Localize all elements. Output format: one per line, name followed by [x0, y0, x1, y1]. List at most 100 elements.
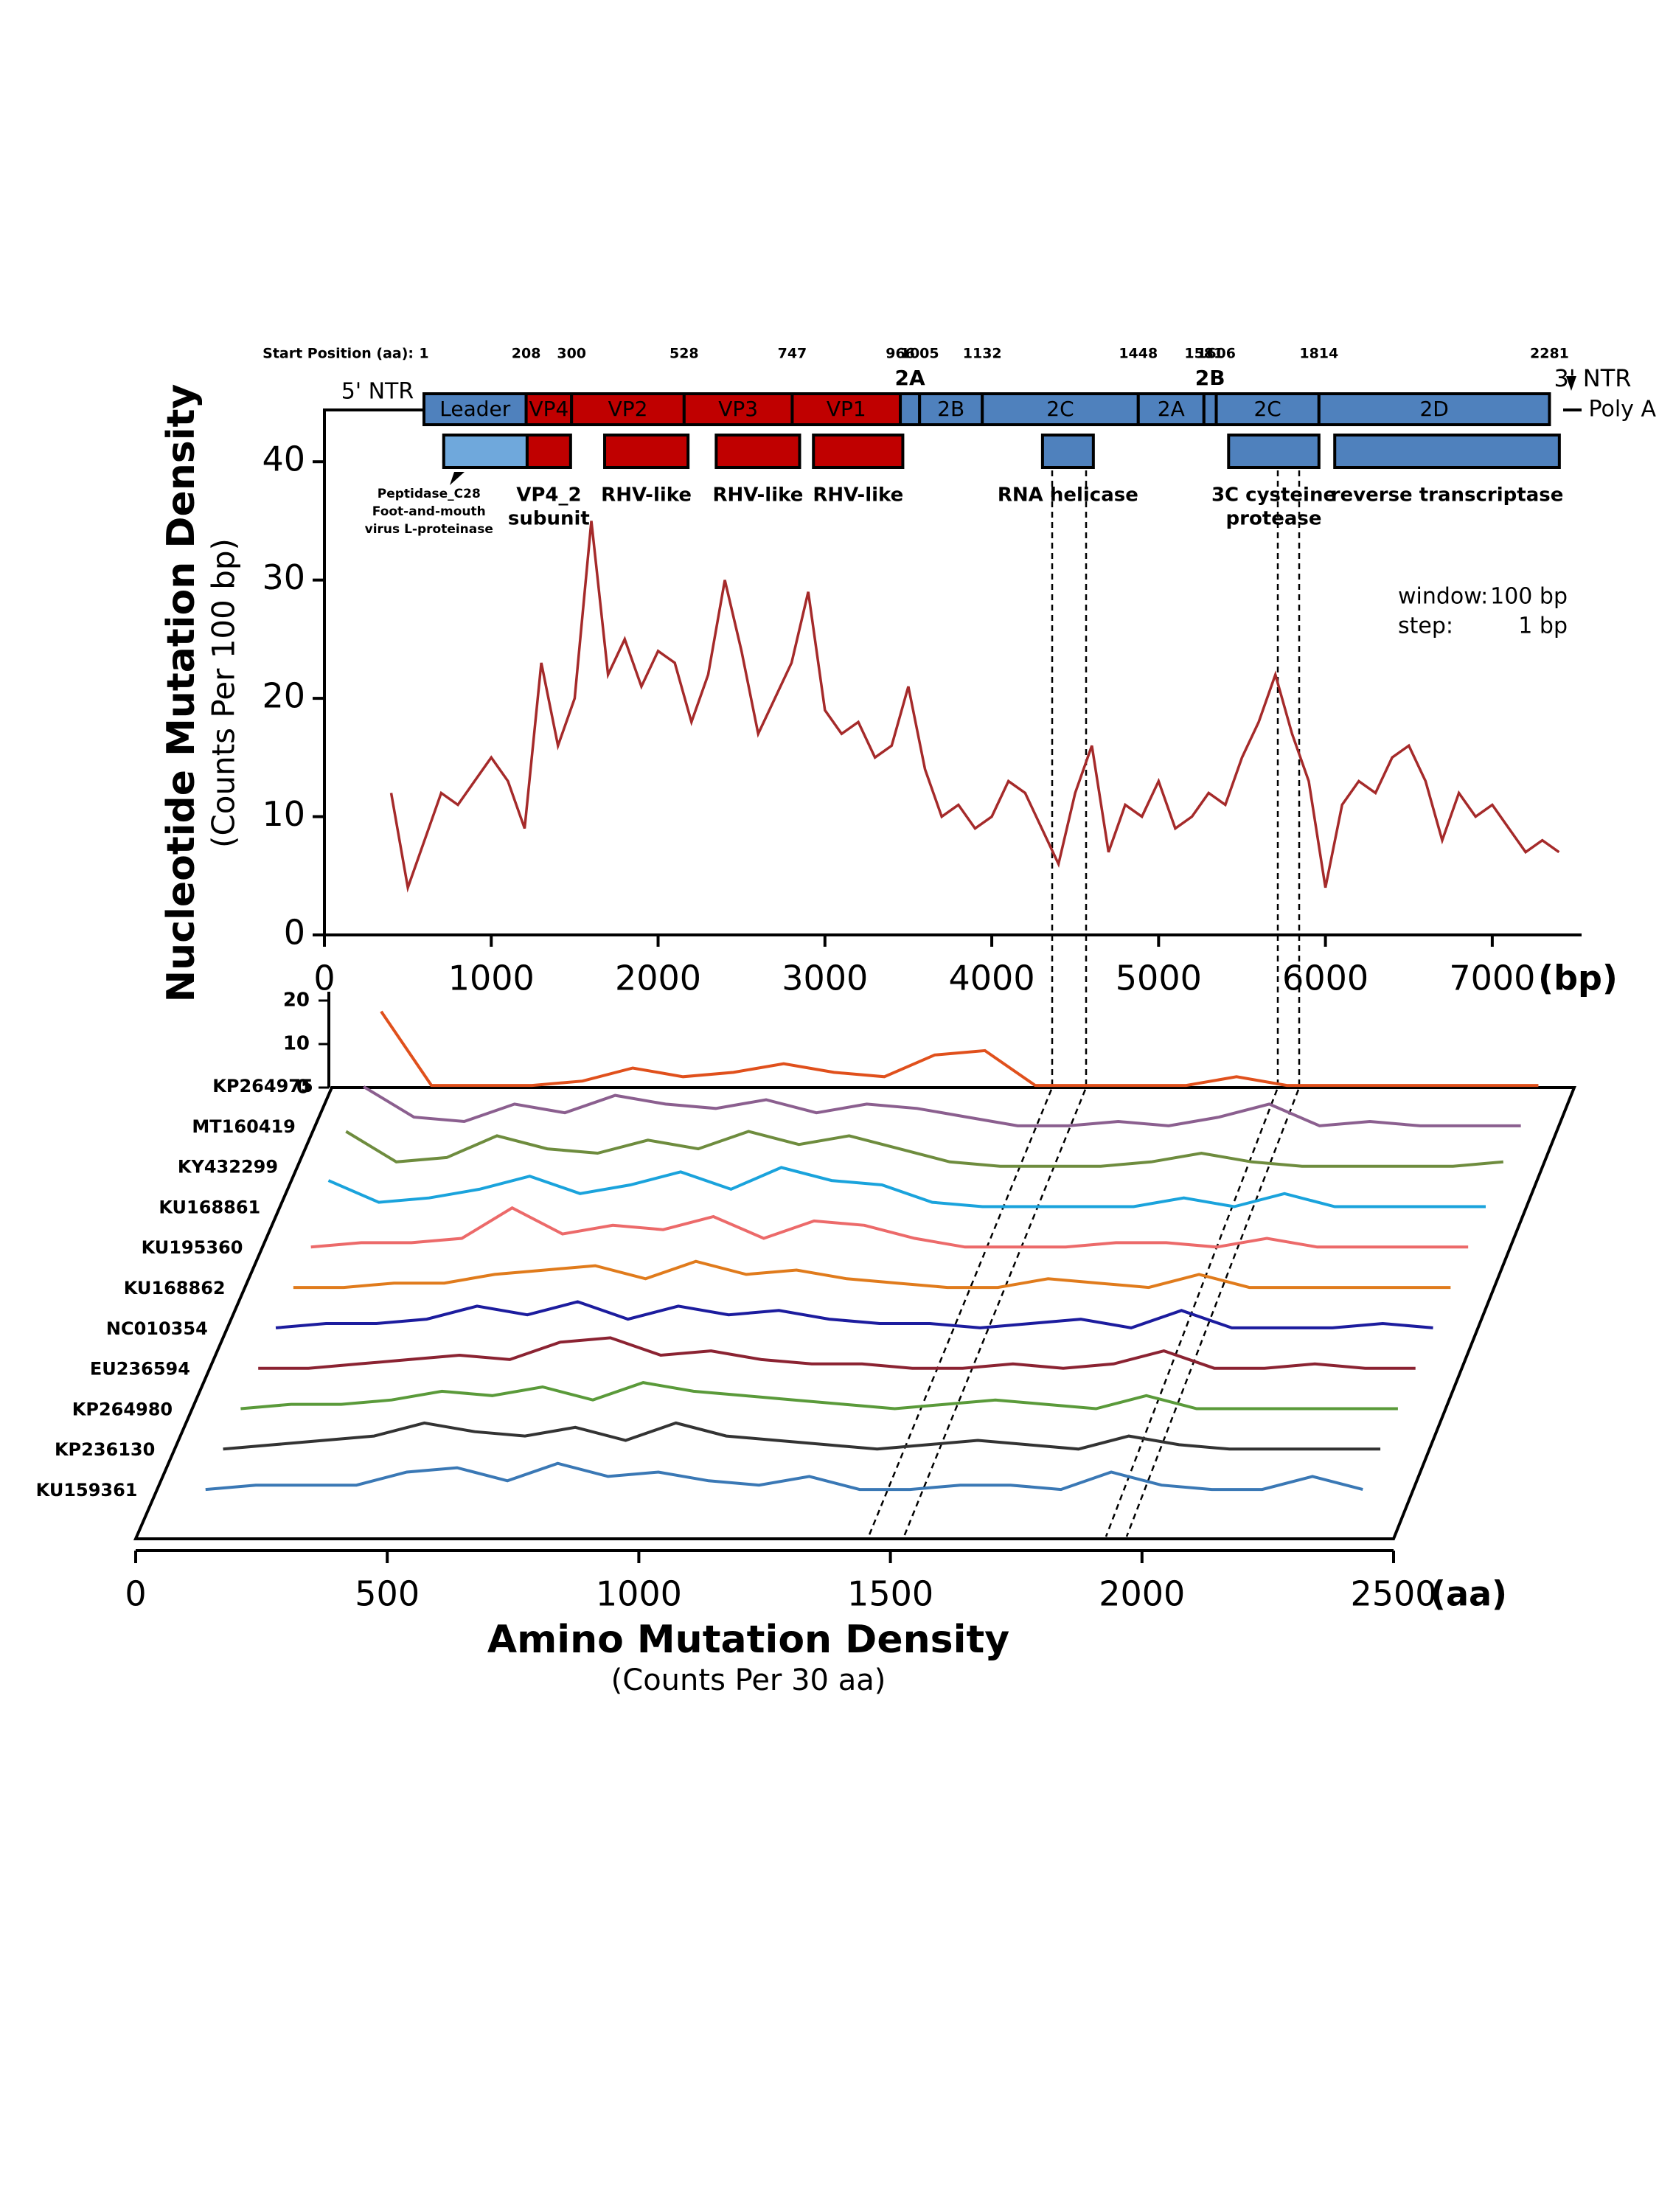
segment-label: 2A [1158, 397, 1185, 421]
x-tick-label: 6000 [1282, 959, 1368, 998]
series-line [345, 1130, 1503, 1168]
series-line [205, 1461, 1363, 1492]
series-line [380, 1010, 1539, 1088]
start-position: 1005 [900, 346, 939, 362]
series-label: KP236130 [55, 1439, 155, 1460]
ntr5-bracket [323, 408, 424, 935]
domain-box [442, 434, 529, 469]
x-tick-label: 1500 [847, 1574, 933, 1614]
x-tick-label: 7000 [1449, 959, 1535, 998]
domain-box [525, 434, 572, 469]
x-unit: (bp) [1538, 959, 1618, 998]
start-position: 1581 [1184, 346, 1223, 362]
domain-label: RHV-like [813, 484, 903, 507]
domain-label: Foot-and-mouth [372, 504, 486, 519]
x-tick-label: 2000 [1099, 1574, 1185, 1614]
ntr3-label: 3' NTR [1554, 364, 1631, 392]
y-tick-label: 10 [262, 794, 305, 834]
domain-label: RNA helicase [998, 484, 1138, 507]
start-position: 2281 [1530, 346, 1569, 362]
x-tick-label: 2000 [615, 959, 701, 998]
y-tick-label: 0 [296, 1077, 310, 1099]
series-label: KU168862 [124, 1278, 226, 1298]
peptidase-arrow [450, 472, 465, 485]
y-tick-label: 40 [262, 439, 305, 479]
segment-label: VP4 [529, 397, 568, 421]
x-unit: (aa) [1430, 1574, 1507, 1614]
segment-label: 2C [1046, 397, 1074, 421]
series-label: KU195360 [142, 1237, 243, 1258]
segment-label: 2C [1253, 397, 1281, 421]
guide-line [867, 470, 1054, 1537]
x-tick-label: 500 [355, 1574, 420, 1614]
series-line [240, 1381, 1398, 1411]
series-label: EU236594 [90, 1359, 190, 1380]
start-position: 747 [778, 346, 807, 362]
y-axis-sublabel: (Counts Per 100 bp) [206, 538, 242, 848]
start-position: 966 [886, 346, 915, 362]
y-tick-label: 20 [283, 990, 310, 1012]
series-label: KP264980 [72, 1399, 173, 1419]
domain-label: virus L-proteinase [365, 522, 493, 537]
data-line [389, 521, 1560, 893]
x-tick-label: 0 [313, 959, 335, 998]
series-label: KP264975 [212, 1076, 313, 1096]
domain-label: Peptidase_C28 [378, 487, 481, 501]
x-tick-label: 1000 [448, 959, 535, 998]
segment-label: VP3 [718, 397, 758, 421]
start-position: 1 [419, 346, 428, 362]
domain-label: reverse transcriptase [1331, 484, 1564, 507]
domain-box [1227, 434, 1321, 469]
series-line [363, 1085, 1521, 1127]
series-line [275, 1300, 1433, 1329]
poly-a-label: Poly A [1588, 397, 1656, 422]
series-line [223, 1421, 1381, 1451]
series-line [293, 1259, 1451, 1290]
x-tick-label: 3000 [782, 959, 868, 998]
ntr5-label: 5' NTR [341, 379, 414, 405]
domain-label: subunit [508, 508, 590, 530]
genome-segment [1202, 392, 1218, 426]
start-position-label: Start Position (aa): [262, 346, 414, 362]
ntr3-arrow [1566, 376, 1576, 391]
annotation: 100 bp [1490, 584, 1568, 610]
domain-label: VP4_2 [516, 484, 581, 507]
genome-segment [1317, 392, 1551, 426]
domain-box [603, 434, 690, 469]
segment-label: 2A [895, 366, 925, 390]
start-position: 1448 [1119, 346, 1158, 362]
x-tick-label: 2500 [1350, 1574, 1436, 1614]
genome-segment [899, 392, 922, 426]
guide-line [1105, 470, 1279, 1537]
series-line [327, 1166, 1486, 1208]
segment-label: VP1 [827, 397, 866, 421]
series-label: KU168861 [159, 1197, 260, 1217]
series-line [310, 1206, 1469, 1249]
domain-label: RHV-like [712, 484, 803, 507]
x-tick-label: 0 [125, 1574, 146, 1614]
start-position: 1606 [1197, 346, 1236, 362]
waterfall-floor [133, 1086, 1576, 1540]
domain-box [812, 434, 905, 469]
start-position: 1132 [963, 346, 1002, 362]
annotation: step: [1398, 613, 1453, 639]
y-tick-label: 20 [262, 676, 305, 716]
segment-label: VP2 [608, 397, 648, 421]
start-position: 1814 [1299, 346, 1338, 362]
segment-label: 2D [1419, 397, 1448, 421]
annotation: 1 bp [1518, 613, 1568, 639]
genome-segment [570, 392, 686, 426]
x-tick-label: 4000 [949, 959, 1035, 998]
start-position: 528 [669, 346, 699, 362]
domain-box [1040, 434, 1095, 469]
domain-box [714, 434, 801, 469]
y-tick-label: 30 [262, 557, 305, 597]
domain-label: protease [1226, 508, 1322, 530]
guide-line [902, 470, 1088, 1537]
x-tick-label: 5000 [1116, 959, 1202, 998]
series-label: MT160419 [192, 1116, 295, 1137]
segment-label: Leader [439, 397, 510, 421]
genome-segment [422, 392, 528, 426]
segment-label: 2B [1195, 366, 1225, 390]
